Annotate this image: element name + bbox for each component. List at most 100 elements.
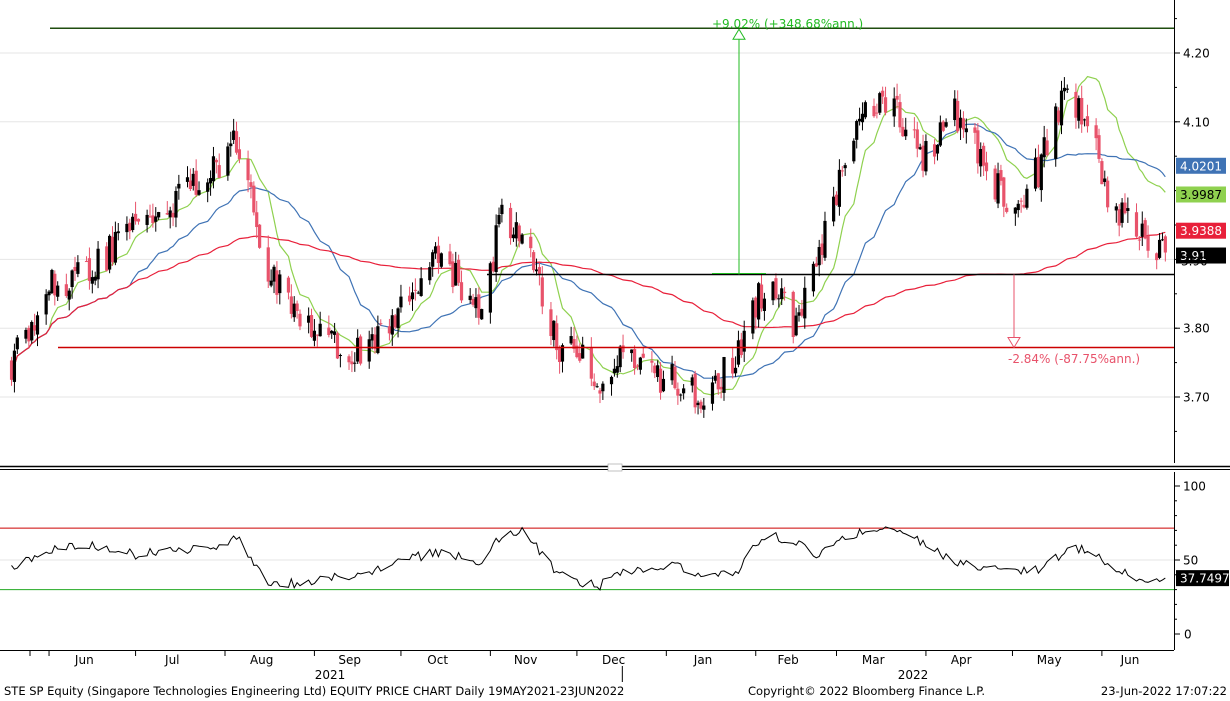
candle-body — [1033, 157, 1038, 189]
candle-body — [537, 267, 542, 275]
candle-body — [898, 102, 902, 128]
candle-body — [56, 285, 60, 297]
candle-body — [719, 386, 723, 390]
price-value-badge — [1176, 247, 1226, 264]
candle-body — [67, 290, 71, 300]
candle-body — [676, 388, 680, 396]
candle-body — [860, 113, 865, 123]
candle-body — [298, 313, 302, 327]
candle-body — [595, 386, 599, 388]
candle-body — [918, 147, 922, 150]
candle-body — [915, 129, 919, 149]
candle-body — [451, 261, 455, 288]
rsi-value-text: 37.7497 — [1180, 572, 1230, 586]
month-label: Nov — [514, 653, 537, 667]
candle-body — [480, 309, 484, 320]
price-value-labels: 4.0201 3.9987 3.9388 3.913.90 — [1176, 157, 1226, 268]
candle-body — [872, 105, 876, 117]
candle-body — [275, 270, 279, 295]
candle-body — [96, 248, 100, 280]
candle-body — [211, 156, 216, 182]
candle-body — [454, 262, 458, 286]
date-axis: Jun Jul Aug Sep Oct Nov Dec Jan Feb Mar Apr May Jun 2… — [0, 650, 1174, 682]
candle-body — [751, 300, 755, 334]
candle-body — [1074, 91, 1078, 118]
candle-body — [924, 141, 928, 172]
candle-body — [327, 327, 331, 335]
candle-body — [471, 298, 475, 305]
candle-body — [350, 361, 354, 365]
candle-body — [1085, 116, 1090, 127]
candle-body — [105, 246, 109, 271]
candle-body — [661, 378, 666, 392]
ma-long-line — [10, 231, 1166, 380]
candle-body — [136, 218, 141, 222]
candle-body — [1059, 90, 1064, 126]
candle-body — [857, 118, 862, 122]
candle-body — [315, 334, 319, 336]
candle-body — [1137, 239, 1141, 241]
rsi-line — [11, 526, 1166, 591]
candle-body — [762, 298, 766, 311]
candle-body — [618, 346, 622, 368]
candle-body — [47, 291, 51, 296]
month-label: Dec — [602, 653, 625, 667]
candle-body — [552, 320, 556, 341]
candle-body — [754, 297, 758, 318]
candle-body — [592, 381, 596, 387]
candle-body — [9, 360, 14, 380]
candle-body — [855, 120, 859, 140]
candle-body — [921, 145, 925, 171]
candle-body — [1157, 239, 1162, 258]
candle-body — [431, 252, 435, 267]
candle-body — [185, 177, 190, 182]
candle-body — [811, 263, 816, 292]
candle-body — [653, 365, 657, 374]
candle-body — [234, 131, 239, 153]
candle-body — [491, 261, 495, 272]
candle-body — [1080, 97, 1084, 125]
candle-body — [973, 127, 977, 133]
price-tick-label-partial: 3.90 — [1181, 254, 1208, 268]
candle-body — [532, 252, 536, 271]
candle-body — [961, 118, 966, 130]
candle-body — [373, 334, 377, 350]
candle-body — [1005, 207, 1009, 212]
candle-body — [1042, 137, 1046, 158]
price-value-badge — [1176, 186, 1226, 203]
month-label: Oct — [427, 653, 448, 667]
downside-arrow-head — [1007, 336, 1021, 349]
candle-body — [110, 236, 115, 263]
candle-body — [333, 331, 337, 335]
candle-body — [76, 262, 80, 274]
price-value-badge — [1176, 222, 1226, 239]
candle-body — [318, 323, 322, 337]
candle-body — [589, 347, 593, 379]
candle-body — [635, 365, 640, 367]
candle-body — [1025, 188, 1029, 208]
panel-divider[interactable] — [0, 463, 1230, 472]
candle-body — [148, 216, 152, 218]
candle-body — [780, 288, 784, 299]
candle-body — [560, 345, 565, 362]
candle-body — [116, 231, 120, 234]
candle-body — [171, 212, 175, 218]
candle-body — [269, 280, 273, 286]
candle-body — [44, 294, 48, 315]
candle-body — [534, 269, 539, 272]
candle-body — [1146, 235, 1150, 251]
candle-body — [578, 353, 582, 361]
candle-body — [131, 216, 135, 230]
candle-body — [895, 95, 899, 100]
candle-body — [569, 336, 573, 344]
candle-body — [832, 196, 836, 222]
candle-body — [520, 234, 524, 244]
candle-body — [70, 270, 74, 288]
month-label: Sep — [338, 653, 361, 667]
candle-body — [912, 129, 916, 131]
candle-body — [27, 327, 31, 342]
candle-body — [742, 330, 746, 352]
chart-description: STE SP Equity (Singapore Technologies En… — [4, 684, 625, 698]
candle-body — [716, 373, 720, 390]
candle-body — [733, 367, 738, 374]
